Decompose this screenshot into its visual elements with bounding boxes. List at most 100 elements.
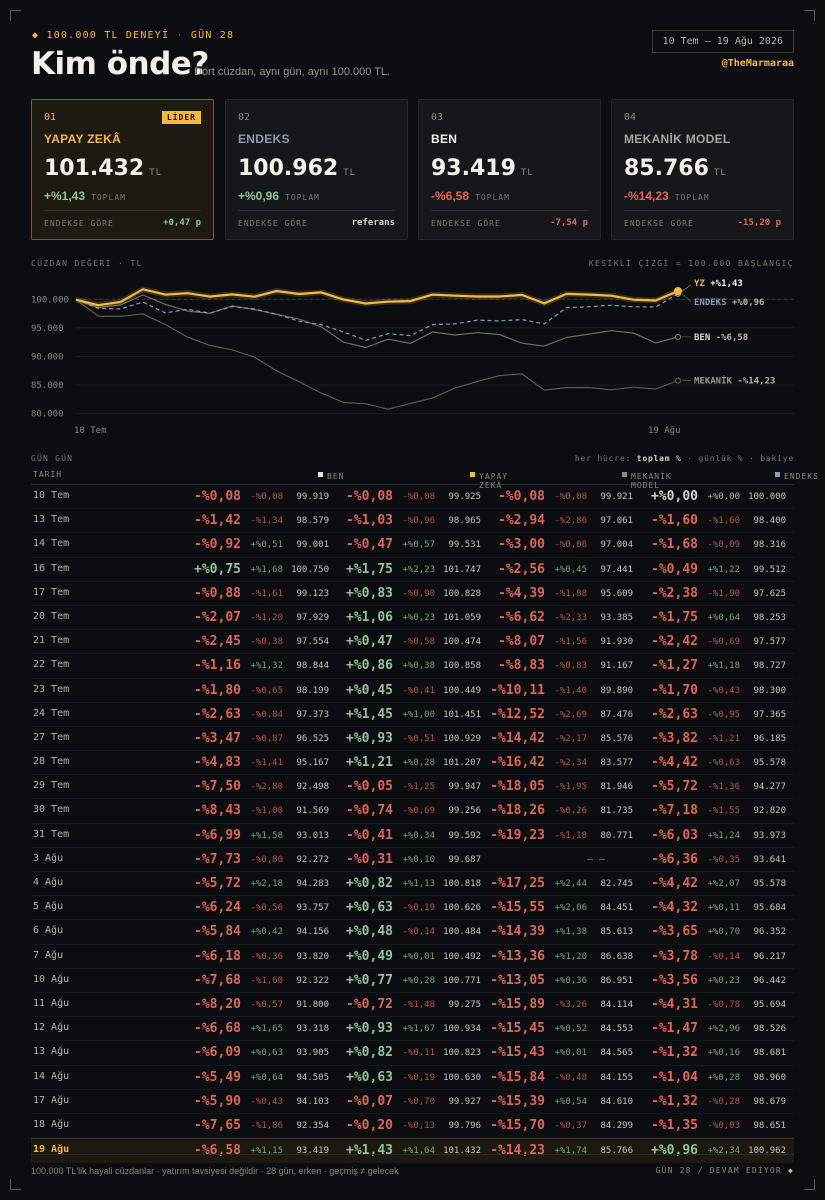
table-cell: -%0,92 +%0,51 99.001 (121, 536, 329, 554)
balance: 85.576 (600, 733, 633, 744)
balance: 91.800 (296, 999, 329, 1010)
balance: 84.610 (600, 1096, 633, 1107)
table-cell: -%4,42 -%0,63 95.578 (579, 754, 786, 772)
total-pct: -%0,05 (346, 779, 393, 795)
author-handle[interactable]: @TheMarmaraa (721, 58, 794, 69)
total-pct: -%1,75 (651, 609, 698, 625)
total-pct: -%0,47 (346, 537, 393, 553)
no-data-marker: — — (586, 853, 605, 865)
balance: 100.474 (443, 637, 481, 648)
table-cell: -%8,43 -%1,00 91.569 (121, 802, 329, 820)
balance: 100.750 (291, 564, 329, 575)
table-cell: -%6,03 +%1,24 93.973 (579, 827, 786, 845)
row-date: 11 Ağu (33, 997, 70, 1009)
table-cell: -%7,65 -%1,86 92.354 (121, 1117, 329, 1135)
total-pct: -%8,43 (194, 803, 241, 819)
table-cell: +%1,45 +%1,00 101.451 (275, 706, 481, 724)
total-pct: -%3,00 (498, 537, 545, 553)
total-pct: -%7,73 (194, 851, 241, 867)
vs-index-value: +0,47 p (163, 218, 201, 228)
daily-pct: +%0,38 (402, 661, 435, 672)
table-cell: -%6,18 -%0,36 93.820 (121, 948, 329, 966)
balance: 96.525 (296, 733, 329, 744)
table-cell: -%1,27 +%1,18 98.727 (579, 657, 786, 675)
table-cell: -%4,31 -%0,78 95.694 (579, 996, 786, 1014)
daily-pct: -%1,18 (554, 830, 587, 841)
table-cell: -%1,04 +%0,28 98.960 (579, 1069, 786, 1087)
column-header: BEN (318, 470, 343, 481)
table-cell: -%1,80 -%0,65 98.199 (121, 682, 329, 700)
balance: 99.001 (296, 540, 329, 551)
table-cell: -%3,78 -%0,14 96.217 (579, 948, 786, 966)
wallet-card[interactable]: 03 BEN 93.419 TL -%6,58 TOPLAM ENDEKSE GÖRE -7,… (418, 99, 601, 240)
vs-index-label: ENDEKSE GÖRE (431, 219, 501, 228)
table-cell: -%0,41 +%0,34 99.592 (275, 827, 481, 845)
wallet-card[interactable]: 04 MEKANİK MODEL 85.766 TL -%14,23 TOPLAM ENDE… (611, 99, 794, 240)
table-cell: -%4,32 +%0,11 95.684 (579, 899, 786, 917)
daily-pct: -%0,78 (707, 999, 740, 1010)
daily-pct: -%0,95 (707, 709, 740, 720)
balance: 81.946 (600, 782, 633, 793)
balance: 93.641 (753, 854, 786, 865)
balance: 97.373 (296, 709, 329, 720)
daily-pct: -%0,08 (250, 492, 283, 502)
table-row: 19 Ağu -%6,58 +%1,15 93.419 +%1,43 +%1,64 101.… (31, 1138, 794, 1164)
balance: 98.526 (753, 1024, 786, 1035)
daily-pct: -%2,17 (554, 733, 587, 744)
daily-pct: -%2,33 (554, 612, 587, 623)
total-pct: -%1,47 (651, 1021, 698, 1037)
total-pct: -%7,68 (194, 972, 241, 988)
total-pct: -%7,50 (194, 779, 241, 795)
table-cell: -%4,42 +%2,07 95.578 (579, 875, 786, 893)
table-cell: -%3,00 -%0,06 97.004 (427, 536, 633, 554)
date-range-badge: 10 Tem – 19 Ağu 2026 (651, 30, 794, 53)
table-cell: -%2,94 -%2,86 97.061 (427, 512, 633, 530)
daily-pct: -%1,34 (250, 516, 283, 527)
balance: 101.432 (443, 1146, 481, 1157)
daily-pct: +%0,28 (707, 1072, 740, 1083)
balance: 99.927 (448, 1096, 481, 1107)
table-row: 24 Tem -%2,63 -%0,84 97.373 +%1,45 +%1,00 101.… (31, 703, 794, 727)
table-cell: -%8,20 -%0,57 91.800 (121, 996, 329, 1014)
daily-pct: +%1,18 (707, 661, 740, 672)
total-pct: -%2,63 (194, 706, 241, 722)
table-cell: -%3,47 -%0,87 96.525 (121, 730, 329, 748)
series-line-yz (75, 288, 679, 307)
daily-pct: +%0,23 (707, 975, 740, 986)
daily-pct: -%0,14 (707, 951, 740, 962)
table-cell: -%0,31 +%0,10 99.687 (275, 851, 481, 869)
balance: 100.828 (443, 588, 481, 599)
balance: 100.630 (443, 1072, 481, 1083)
daily-pct: -%0,36 (250, 951, 283, 962)
total-pct: -%0,20 (346, 1117, 393, 1133)
y-tick-label: 100.000 (31, 295, 69, 305)
legend-swatch (622, 472, 627, 477)
wallet-card[interactable]: 01 LİDER YAPAY ZEKÂ 101.432 TL +%1,43 TOPLAM EN… (31, 99, 214, 240)
balance: 97.929 (296, 612, 329, 623)
row-date: 21 Tem (33, 635, 70, 647)
series-end-label-mekanik: MEKANİK -%14,23 (694, 376, 775, 387)
total-change: +%1,43 TOPLAM (44, 189, 126, 203)
series-name: MEKANİK (694, 376, 737, 387)
daily-table: 10 Tem -%0,08 -%0,08 99.919 -%0,08 -%0,08 99.9… (31, 485, 794, 1164)
wallet-card[interactable]: 02 ENDEKS 100.962 TL +%0,96 TOPLAM ENDEKSE GÖR… (225, 99, 408, 240)
balance: 91.930 (600, 637, 633, 648)
daily-pct: -%1,61 (250, 588, 283, 599)
row-date: 22 Tem (33, 659, 70, 671)
table-cell: — — (427, 851, 633, 869)
total-change: -%6,58 TOPLAM (431, 189, 510, 203)
balance: 84.565 (600, 1048, 633, 1059)
total-pct: -%17,25 (490, 876, 545, 891)
table-cell: -%3,65 +%0,70 96.352 (579, 923, 786, 941)
daily-pct: +%1,68 (250, 564, 283, 575)
daily-pct: -%1,00 (250, 806, 283, 817)
balance: 98.579 (296, 516, 329, 527)
table-heading: GÜN GÜN (31, 454, 74, 463)
balance: 101.207 (443, 758, 481, 769)
table-cell: +%0,77 +%0,28 100.771 (275, 972, 481, 990)
table-cell: -%1,70 -%0,43 98.300 (579, 682, 786, 700)
table-row: 6 Ağu -%5,84 +%0,42 94.156 +%0,48 -%0,14 100.4… (31, 920, 794, 945)
total-pct: +%0,82 (346, 1045, 393, 1061)
vs-index-label: ENDEKSE GÖRE (624, 219, 694, 228)
table-row: 20 Tem -%2,07 -%1,20 97.929 +%1,06 +%0,23 101.… (31, 606, 794, 631)
